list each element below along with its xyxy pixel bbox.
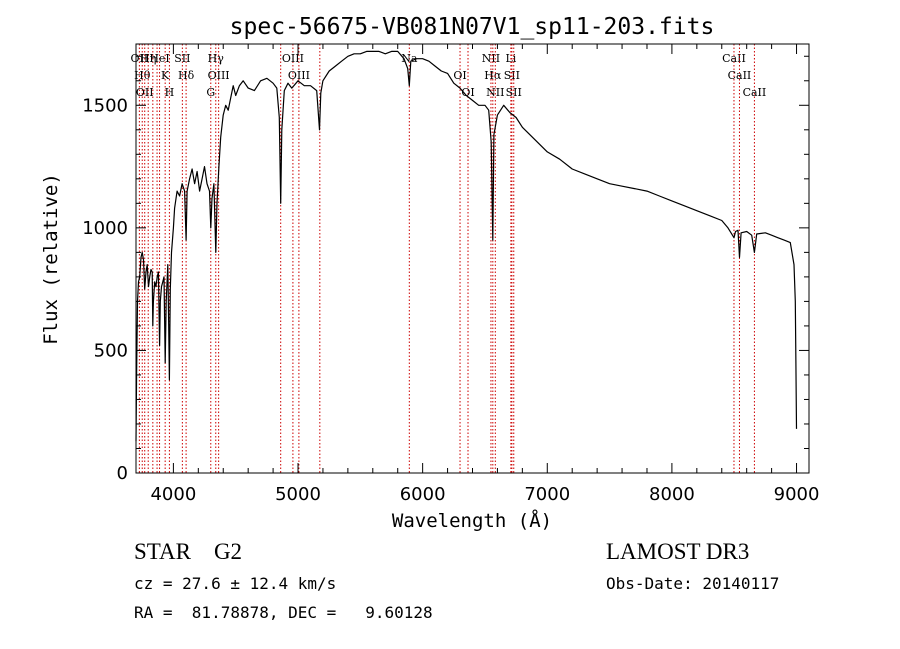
x-axis-label: Wavelength (Å) bbox=[392, 509, 552, 532]
spectral-line-label: Hη bbox=[140, 52, 156, 65]
spectral-line-label: HeI bbox=[149, 52, 169, 65]
x-tick-label: 9000 bbox=[774, 484, 820, 505]
spectral-line-label: OII bbox=[136, 86, 154, 99]
spectrum-series bbox=[135, 50, 798, 442]
x-tick-label: 5000 bbox=[275, 484, 321, 505]
spectral-line-label: NII bbox=[482, 52, 500, 65]
y-tick-label: 0 bbox=[117, 463, 128, 484]
spectral-line-label: SII bbox=[504, 69, 520, 82]
spectral-line-label: CaII bbox=[728, 69, 752, 82]
spectral-line-label: OII bbox=[131, 52, 149, 65]
spectral-line-label: CaII bbox=[743, 86, 767, 99]
spectral-line-label: OI bbox=[453, 69, 466, 82]
spectral-line-label: H bbox=[165, 86, 175, 99]
axes: 4000 5000 6000 7000 8000 9000 0 500 1000 1500 bbox=[82, 43, 820, 505]
radec-label: RA = 81.78878, DEC = 9.60128 bbox=[134, 603, 433, 622]
spectral-line-label: NII bbox=[486, 86, 504, 99]
spectral-lines: OIIHθOIIHηHeIKHSIIHδGHγOIIIOIIIOIIINaOIO… bbox=[131, 44, 767, 473]
class-label: STAR G2 bbox=[134, 539, 243, 564]
spectral-line-label: Hδ bbox=[178, 69, 195, 82]
spectral-line-label: G bbox=[206, 86, 215, 99]
spectral-line-label: OIII bbox=[282, 52, 304, 65]
spectral-line-label: Hα bbox=[484, 69, 502, 82]
x-tick-label: 4000 bbox=[150, 484, 196, 505]
spectral-line-label: K bbox=[161, 69, 170, 82]
y-axis-label: Flux (relative) bbox=[40, 173, 62, 345]
cz-label: cz = 27.6 ± 12.4 km/s bbox=[134, 574, 337, 593]
spectral-line-label: OIII bbox=[288, 69, 310, 82]
x-tick-label: 8000 bbox=[649, 484, 695, 505]
spectrum-line bbox=[135, 50, 798, 442]
spectral-line-label: Li bbox=[505, 52, 516, 65]
spectral-line-label: OI bbox=[461, 86, 474, 99]
spectral-line-label: Hθ bbox=[134, 69, 151, 82]
plot-frame bbox=[135, 43, 810, 474]
y-tick-label: 1000 bbox=[82, 218, 128, 239]
spectral-line-label: CaII bbox=[722, 52, 746, 65]
x-tick-label: 6000 bbox=[400, 484, 446, 505]
chart-title: spec-56675-VB081N07V1_sp11-203.fits bbox=[230, 14, 715, 40]
obs-date-label: Obs-Date: 20140117 bbox=[606, 574, 780, 593]
x-tick-label: 7000 bbox=[524, 484, 570, 505]
y-tick-label: 1500 bbox=[82, 95, 128, 116]
y-tick-label: 500 bbox=[94, 340, 128, 361]
spectral-line-label: OIII bbox=[208, 69, 230, 82]
spectral-line-label: SII bbox=[174, 52, 190, 65]
survey-label: LAMOST DR3 bbox=[606, 539, 750, 564]
spectral-line-label: Hγ bbox=[208, 52, 225, 65]
spectral-line-label: SII bbox=[506, 86, 522, 99]
